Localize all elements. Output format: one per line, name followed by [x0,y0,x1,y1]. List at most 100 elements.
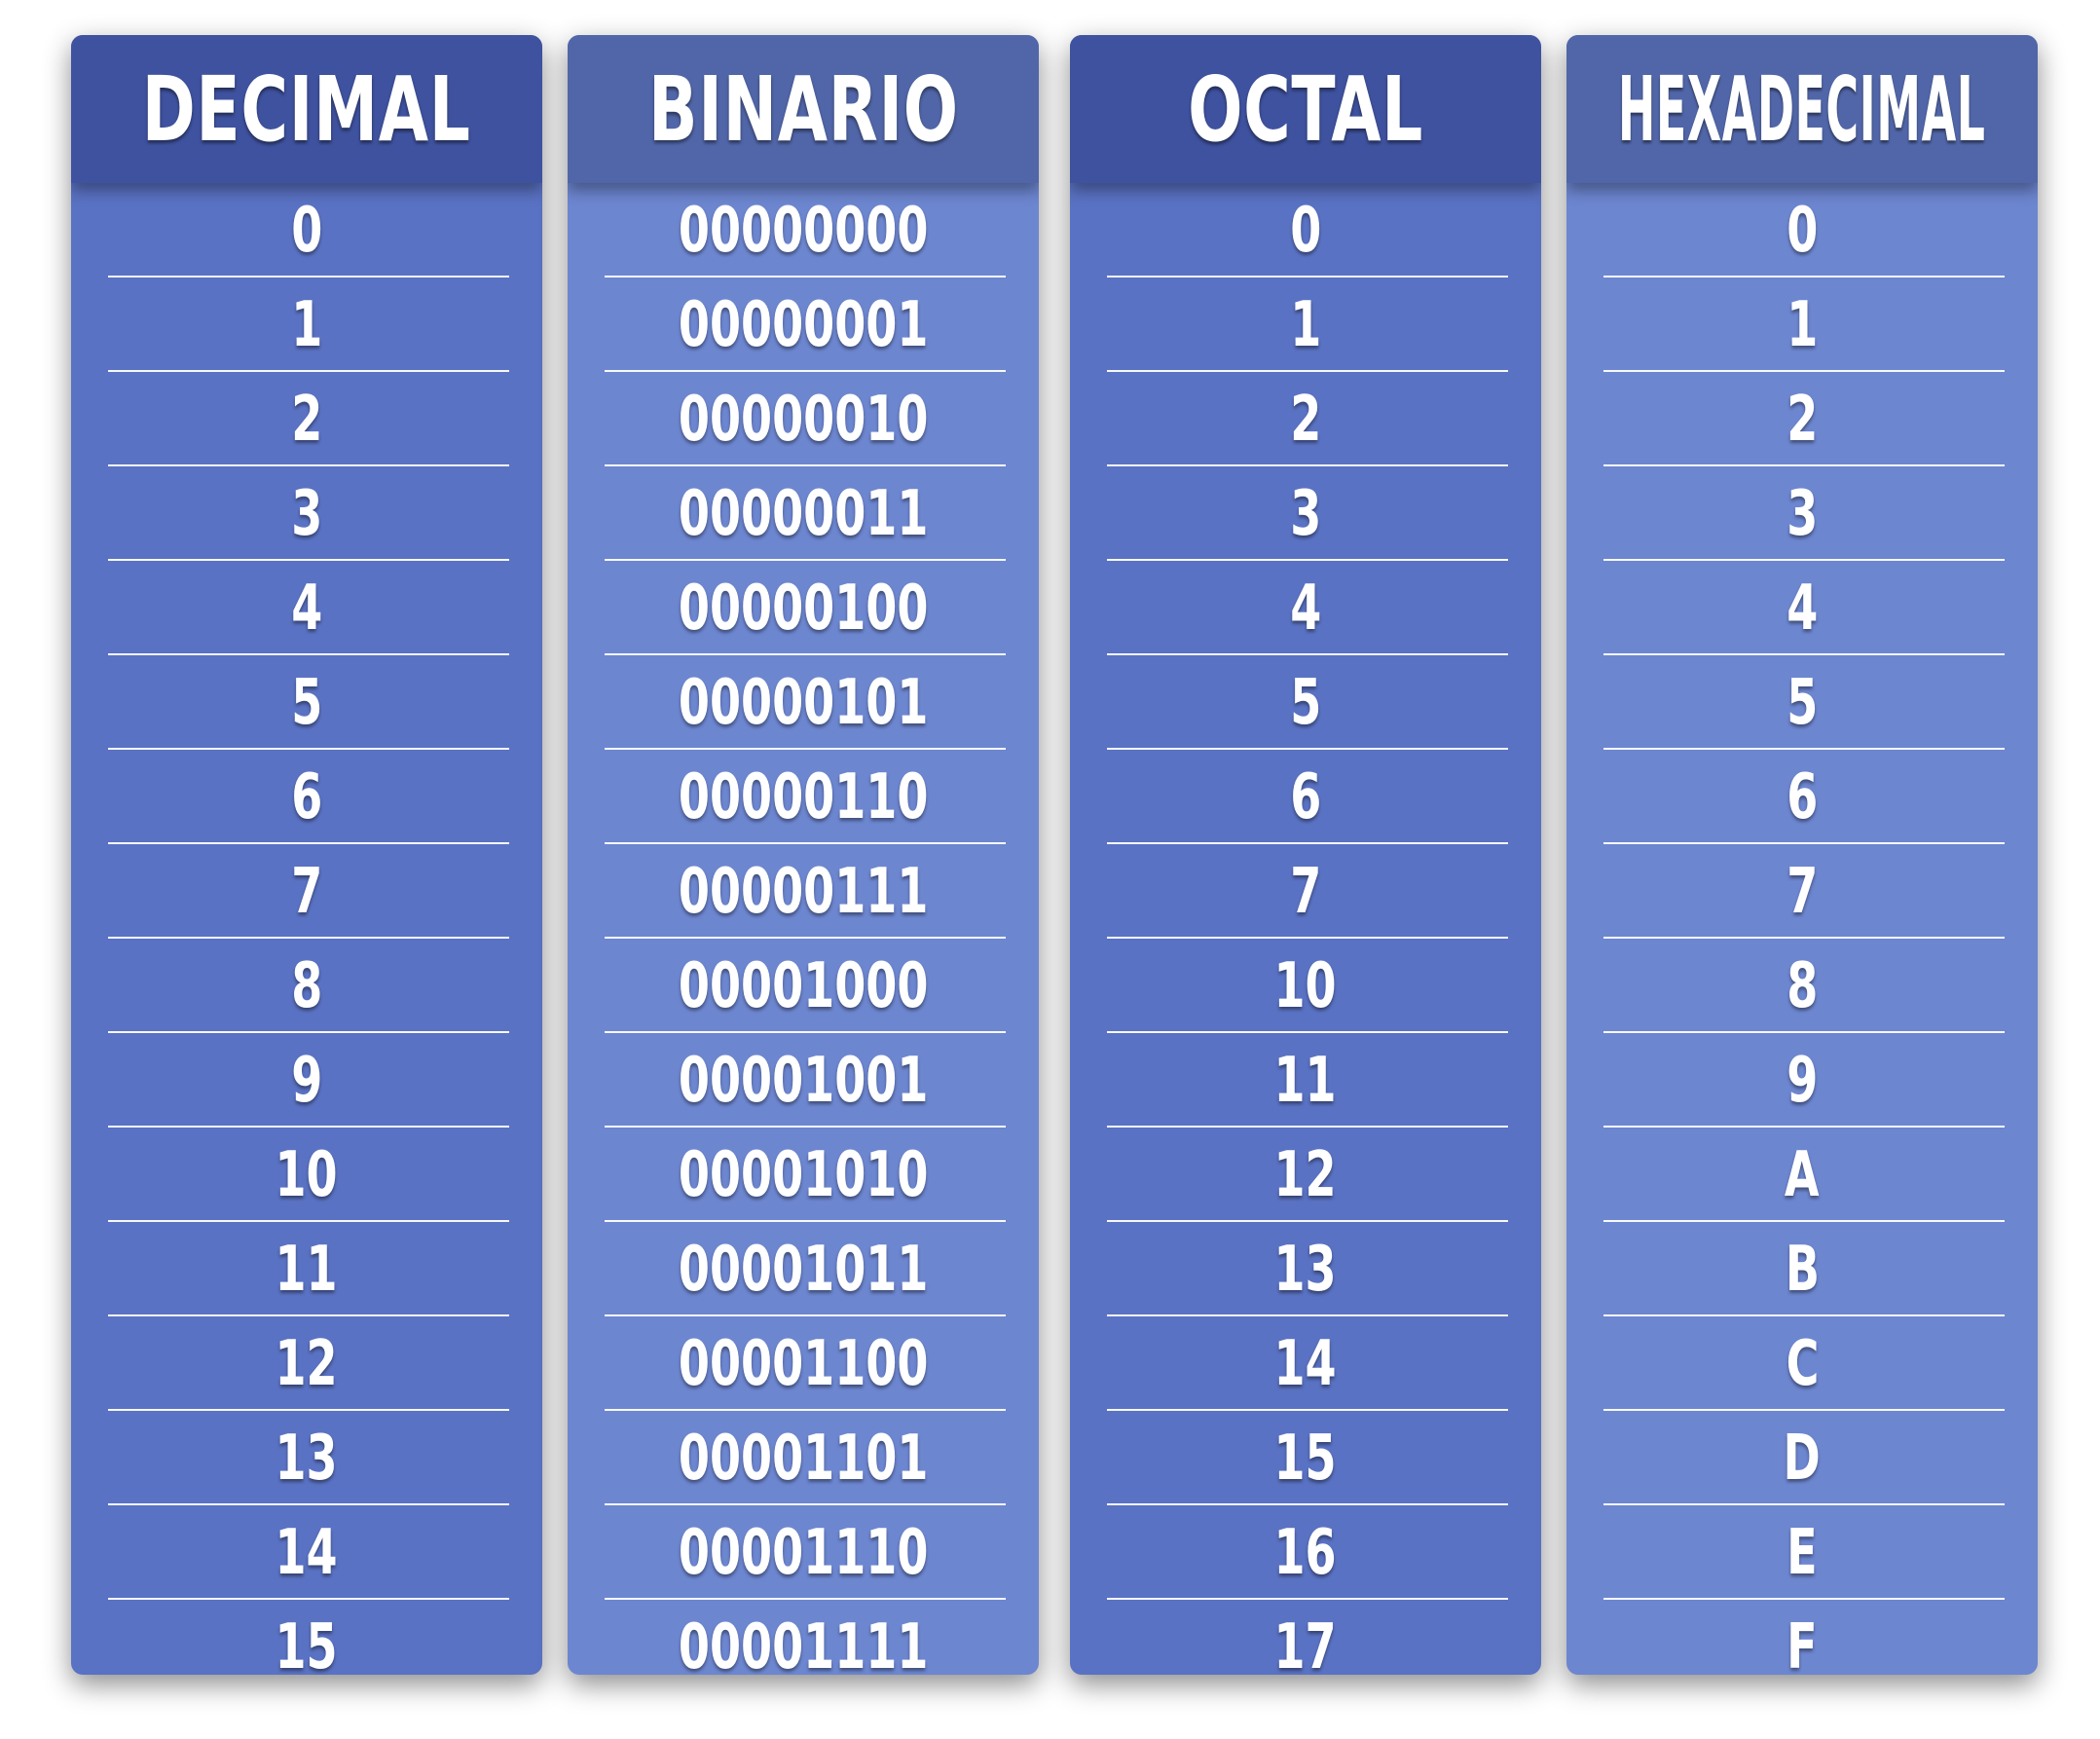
table-row: 0 [71,183,542,278]
table-row: 00001111 [568,1600,1039,1676]
table-row: 00001100 [568,1316,1039,1411]
table-cell: 6 [290,760,323,833]
table-cell: 00001111 [678,1610,929,1676]
table-row: 2 [71,372,542,466]
table-row: 0 [1070,183,1541,278]
table-row: C [1566,1316,2038,1411]
table-row: 15 [1070,1411,1541,1505]
table-cell: 5 [1289,666,1322,739]
table-row: 5 [1566,655,2038,750]
table-cell: 7 [1786,855,1819,928]
table-row: 00001110 [568,1505,1039,1600]
table-cell: E [1787,1516,1818,1589]
table-row: 10 [71,1128,542,1222]
table-row: 9 [1566,1033,2038,1128]
table-row: 00000010 [568,372,1039,466]
table-cell: 8 [1786,949,1819,1022]
table-row: 2 [1566,372,2038,466]
table-cell: 9 [1786,1044,1819,1117]
table-cell: 11 [1273,1044,1338,1117]
table-row: 2 [1070,372,1541,466]
table-row: 1 [1070,278,1541,372]
table-row: 00001011 [568,1222,1039,1316]
table-row: 5 [1070,655,1541,750]
column-header-hexadecimal: HEXADECIMAL [1566,35,2038,183]
table-row: 6 [1566,750,2038,844]
table-row: 4 [71,561,542,655]
table-cell: 12 [275,1327,339,1400]
table-row: 9 [71,1033,542,1128]
table-row: 13 [1070,1222,1541,1316]
table-row: 7 [71,844,542,939]
column-rows: 0 1 2 3 4 5 6 7 10 11 12 13 14 15 16 17 [1070,183,1541,1675]
table-cell: 0 [1289,194,1322,267]
table-cell: 17 [1273,1610,1338,1676]
table-row: F [1566,1600,2038,1676]
table-row: 11 [71,1222,542,1316]
table-cell: 2 [1289,383,1322,456]
table-cell: 00000000 [678,194,929,267]
table-cell: 00000110 [678,760,929,833]
table-row: 12 [1070,1128,1541,1222]
table-row: 3 [1566,466,2038,561]
table-cell: 00001010 [678,1138,929,1211]
table-cell: 12 [1273,1138,1338,1211]
column-binario: BINARIO 00000000 00000001 00000010 00000011… [568,35,1039,1675]
table-row: A [1566,1128,2038,1222]
table-row: 00001000 [568,939,1039,1033]
table-cell: 00001100 [678,1327,929,1400]
column-header-octal: OCTAL [1070,35,1541,183]
table-row: 00000011 [568,466,1039,561]
table-cell: 0 [1786,194,1819,267]
table-row: 00000111 [568,844,1039,939]
table-cell: D [1783,1422,1822,1495]
table-row: 1 [71,278,542,372]
column-header-label: OCTAL [1187,56,1424,162]
table-cell: 00001000 [678,949,929,1022]
table-cell: B [1785,1233,1820,1306]
table-cell: 15 [1273,1422,1338,1495]
table-cell: C [1786,1327,1819,1400]
table-cell: 15 [275,1610,339,1676]
table-row: 0 [1566,183,2038,278]
table-cell: 4 [290,572,323,645]
column-header-label: HEXADECIMAL [1618,56,1986,162]
column-octal: OCTAL 0 1 2 3 4 5 6 7 10 11 12 13 14 15 16 17 [1070,35,1541,1675]
table-cell: 7 [290,855,323,928]
table-row: 00000100 [568,561,1039,655]
table-row: 4 [1070,561,1541,655]
table-row: 14 [1070,1316,1541,1411]
table-row: 00000000 [568,183,1039,278]
table-row: 00000101 [568,655,1039,750]
column-rows: 0 1 2 3 4 5 6 7 8 9 10 11 12 13 14 15 [71,183,542,1675]
table-cell: 3 [1289,477,1322,550]
table-row: 11 [1070,1033,1541,1128]
table-row: 3 [1070,466,1541,561]
table-cell: 13 [275,1422,339,1495]
table-row: 14 [71,1505,542,1600]
table-cell: 00001001 [678,1044,929,1117]
table-cell: 00001011 [678,1233,929,1306]
table-cell: 16 [1273,1516,1338,1589]
column-rows: 00000000 00000001 00000010 00000011 00000100… [568,183,1039,1675]
table-row: 10 [1070,939,1541,1033]
table-cell: 13 [1273,1233,1338,1306]
table-row: 1 [1566,278,2038,372]
table-cell: 1 [1786,288,1819,361]
table-row: 12 [71,1316,542,1411]
table-cell: 1 [290,288,323,361]
column-header-label: DECIMAL [142,56,471,162]
table-cell: 14 [1273,1327,1338,1400]
table-cell: 4 [1289,572,1322,645]
table-cell: 0 [290,194,323,267]
table-row: 00001101 [568,1411,1039,1505]
table-cell: 2 [1786,383,1819,456]
table-row: 13 [71,1411,542,1505]
table-cell: 6 [1786,760,1819,833]
table-cell: 00000111 [678,855,929,928]
table-row: 00001001 [568,1033,1039,1128]
table-cell: 14 [275,1516,339,1589]
table-cell: A [1785,1138,1820,1211]
table-row: 15 [71,1600,542,1676]
table-row: 6 [1070,750,1541,844]
